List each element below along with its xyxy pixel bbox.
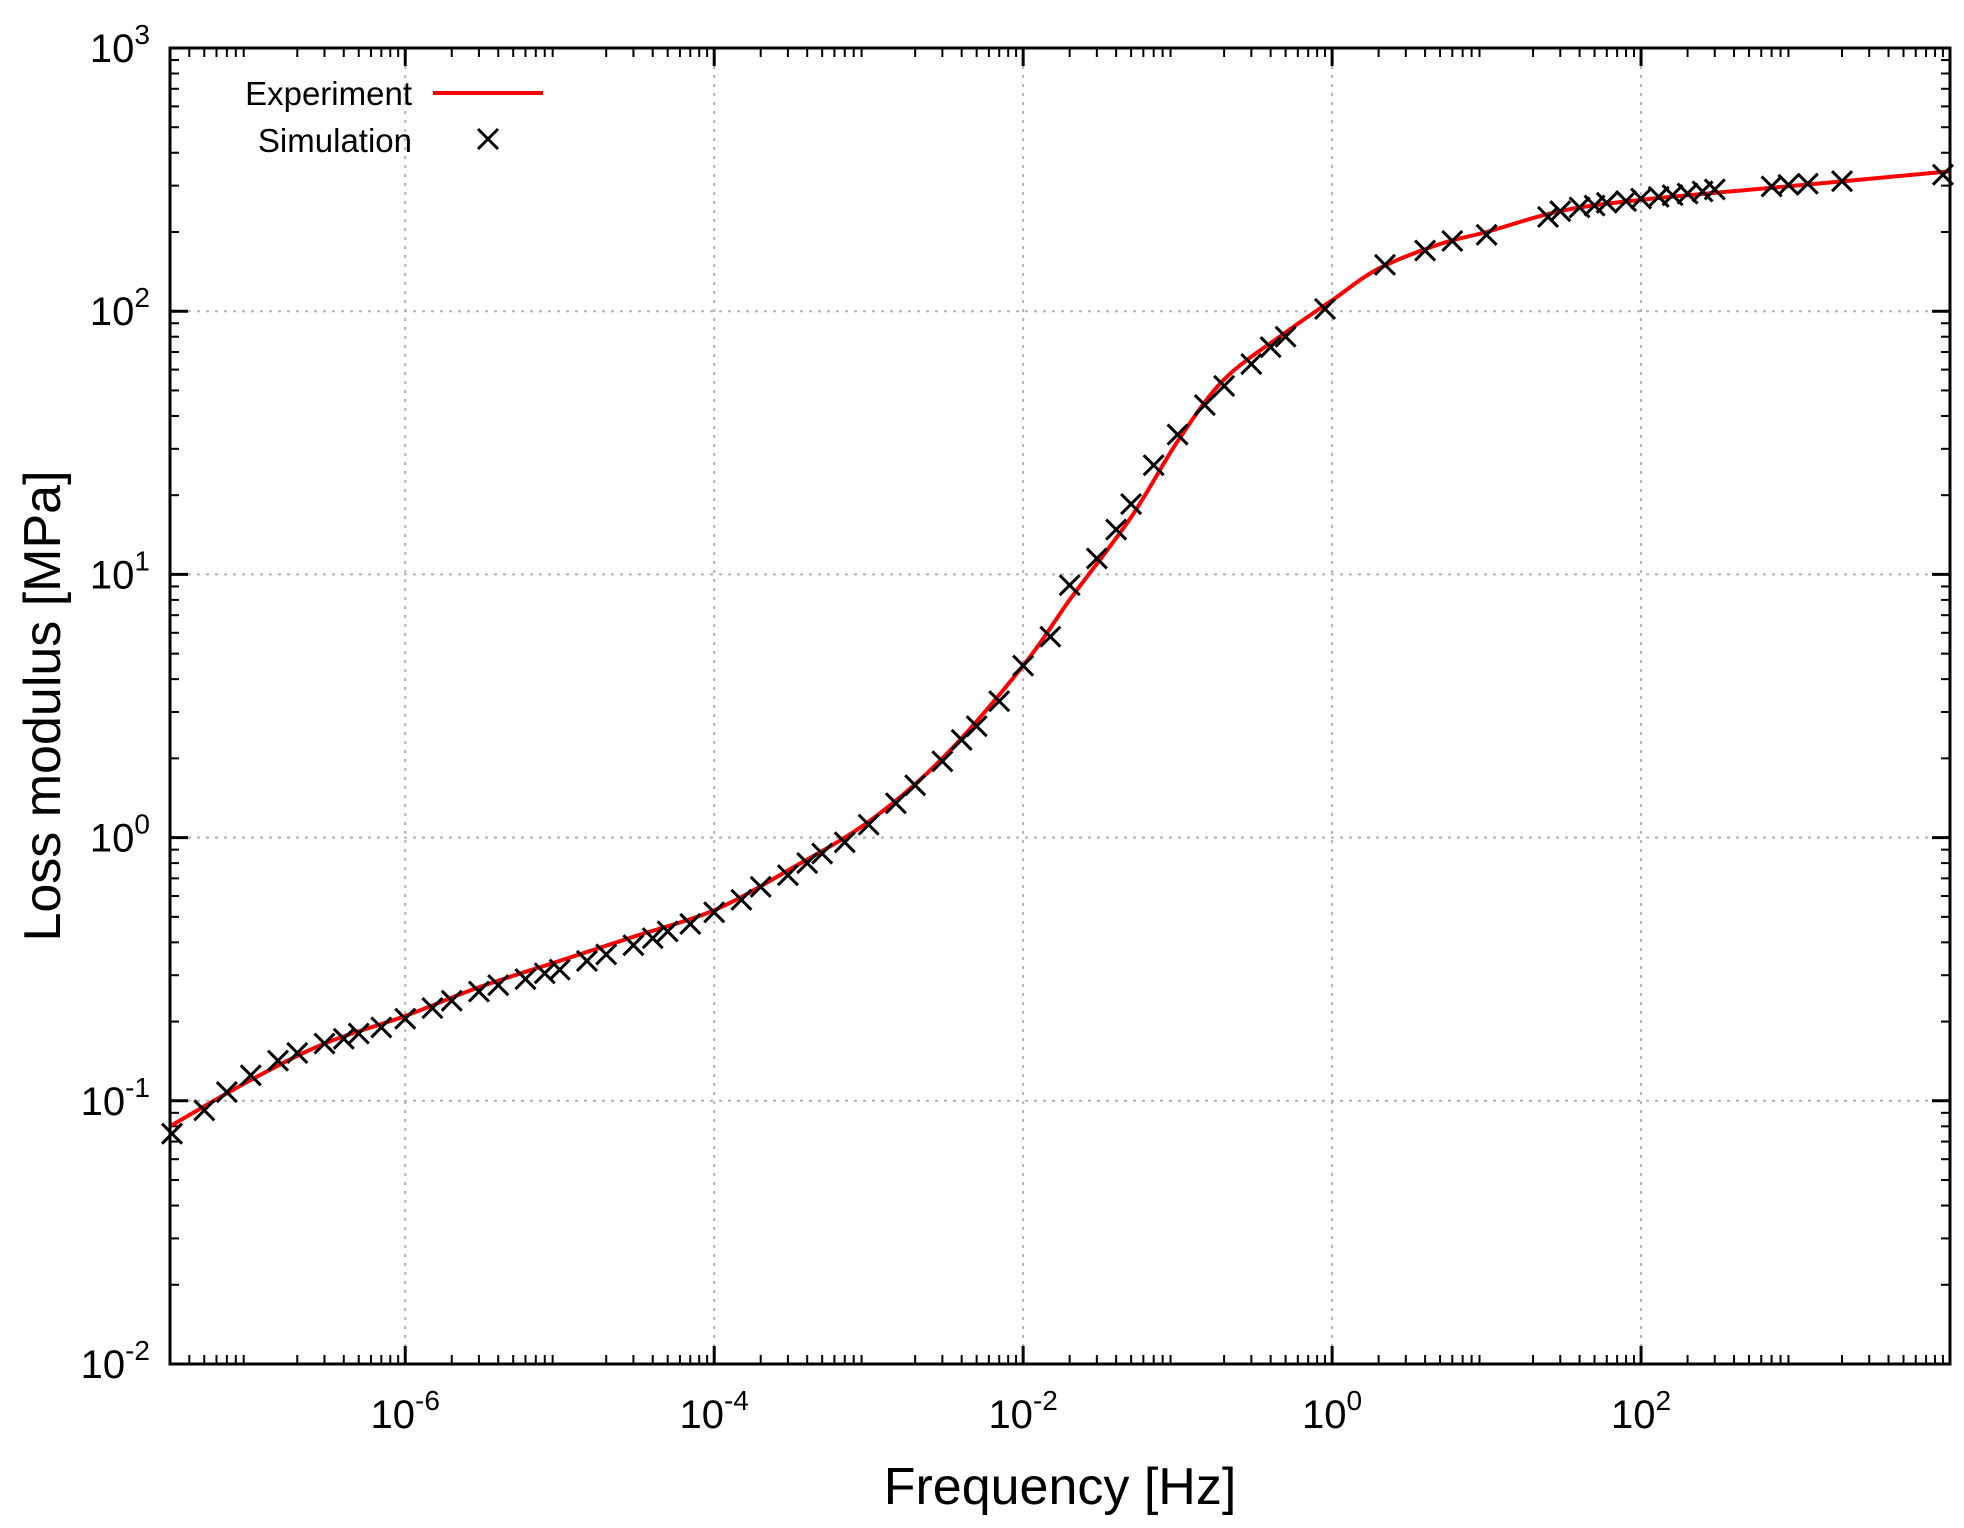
simulation-point bbox=[1274, 325, 1297, 348]
simulation-point bbox=[796, 852, 819, 875]
simulation-point bbox=[656, 920, 679, 943]
simulation-point bbox=[1777, 173, 1800, 196]
simulation-point bbox=[749, 875, 772, 898]
simulation-point bbox=[1441, 229, 1464, 252]
simulation-point bbox=[1142, 454, 1165, 477]
simulation-point bbox=[1193, 393, 1216, 417]
grid-lines bbox=[170, 48, 1950, 1364]
simulation-point bbox=[548, 958, 571, 981]
legend-x-marker bbox=[476, 127, 500, 151]
simulation-point bbox=[1213, 374, 1236, 398]
simulation-point bbox=[1259, 336, 1282, 359]
simulation-point bbox=[1240, 352, 1263, 376]
simulation-point bbox=[884, 792, 907, 815]
simulation-point bbox=[1012, 654, 1035, 677]
simulation-point bbox=[1703, 178, 1726, 201]
simulation-point bbox=[1120, 493, 1143, 516]
y-axis-title: Loss modulus [MPa] bbox=[14, 470, 72, 941]
simulation-point bbox=[1629, 187, 1653, 210]
simulation-point bbox=[514, 968, 537, 991]
simulation-point bbox=[965, 715, 988, 738]
legend-experiment-label: Experiment bbox=[245, 75, 412, 112]
simulation-point bbox=[332, 1027, 355, 1050]
simulation-point bbox=[1595, 191, 1618, 214]
simulation-point bbox=[1039, 625, 1062, 648]
legend: Experiment Simulation bbox=[245, 75, 543, 159]
simulation-point bbox=[487, 974, 510, 997]
experiment-line bbox=[169, 169, 1951, 1129]
x-tick-label: 10-6 bbox=[371, 1385, 440, 1437]
simulation-point bbox=[904, 774, 927, 797]
simulation-point bbox=[440, 989, 463, 1012]
simulation-point bbox=[1085, 547, 1108, 570]
simulation-point bbox=[1373, 253, 1397, 276]
simulation-point bbox=[313, 1032, 336, 1055]
x-tick-label: 100 bbox=[1302, 1385, 1362, 1437]
simulation-point bbox=[193, 1099, 216, 1122]
legend-simulation-label: Simulation bbox=[258, 122, 412, 159]
simulation-point bbox=[575, 949, 598, 972]
simulation-point bbox=[641, 927, 664, 950]
simulation-point bbox=[1796, 172, 1819, 195]
simulation-point bbox=[776, 864, 799, 887]
simulation-point bbox=[595, 943, 618, 966]
y-tick-label: 10-1 bbox=[81, 1072, 150, 1124]
y-tick-label: 101 bbox=[90, 545, 150, 597]
plot-area-frame bbox=[168, 46, 1952, 1366]
simulation-point bbox=[1475, 223, 1498, 246]
simulation-point bbox=[857, 813, 880, 836]
simulation-point bbox=[833, 831, 856, 854]
simulation-point bbox=[160, 1122, 184, 1145]
x-tick-label: 102 bbox=[1611, 1385, 1671, 1437]
y-tick-label: 102 bbox=[90, 282, 150, 334]
simulation-point bbox=[1166, 423, 1189, 446]
simulation-point bbox=[703, 901, 726, 924]
simulation-point bbox=[811, 842, 834, 865]
simulation-point bbox=[370, 1016, 393, 1039]
simulation-point bbox=[1549, 200, 1572, 223]
simulation-point bbox=[1313, 297, 1337, 320]
x-axis-title: Frequency [Hz] bbox=[884, 1458, 1237, 1516]
simulation-point bbox=[988, 690, 1011, 713]
y-tick-labels: 10-2 10-1 100 101 102 103 bbox=[81, 19, 150, 1387]
simulation-markers bbox=[160, 163, 1954, 1145]
simulation-point bbox=[215, 1080, 238, 1104]
simulation-point bbox=[467, 980, 491, 1003]
simulation-point bbox=[622, 934, 645, 957]
simulation-point bbox=[421, 997, 444, 1020]
simulation-point bbox=[347, 1022, 370, 1045]
simulation-point bbox=[1058, 574, 1081, 597]
y-tick-label: 10-2 bbox=[81, 1335, 150, 1387]
simulation-point bbox=[679, 912, 702, 935]
series-layer bbox=[169, 169, 1951, 1129]
simulation-point bbox=[1536, 205, 1560, 229]
simulation-point bbox=[730, 888, 753, 911]
simulation-point bbox=[394, 1007, 417, 1030]
simulation-point bbox=[1830, 170, 1854, 193]
simulation-point bbox=[1414, 239, 1437, 262]
x-tick-label: 10-2 bbox=[988, 1385, 1057, 1437]
legend-simulation-marker bbox=[476, 127, 500, 151]
simulation-point bbox=[1105, 518, 1128, 541]
y-tick-label: 100 bbox=[90, 809, 150, 861]
y-tick-label: 103 bbox=[90, 19, 150, 71]
x-tick-labels: 10-6 10-4 10-2 100 102 bbox=[371, 1385, 1672, 1437]
simulation-point bbox=[286, 1041, 309, 1064]
simulation-point bbox=[266, 1049, 290, 1072]
simulation-point bbox=[931, 750, 954, 773]
x-tick-label: 10-4 bbox=[679, 1385, 748, 1437]
simulation-point bbox=[239, 1064, 262, 1087]
